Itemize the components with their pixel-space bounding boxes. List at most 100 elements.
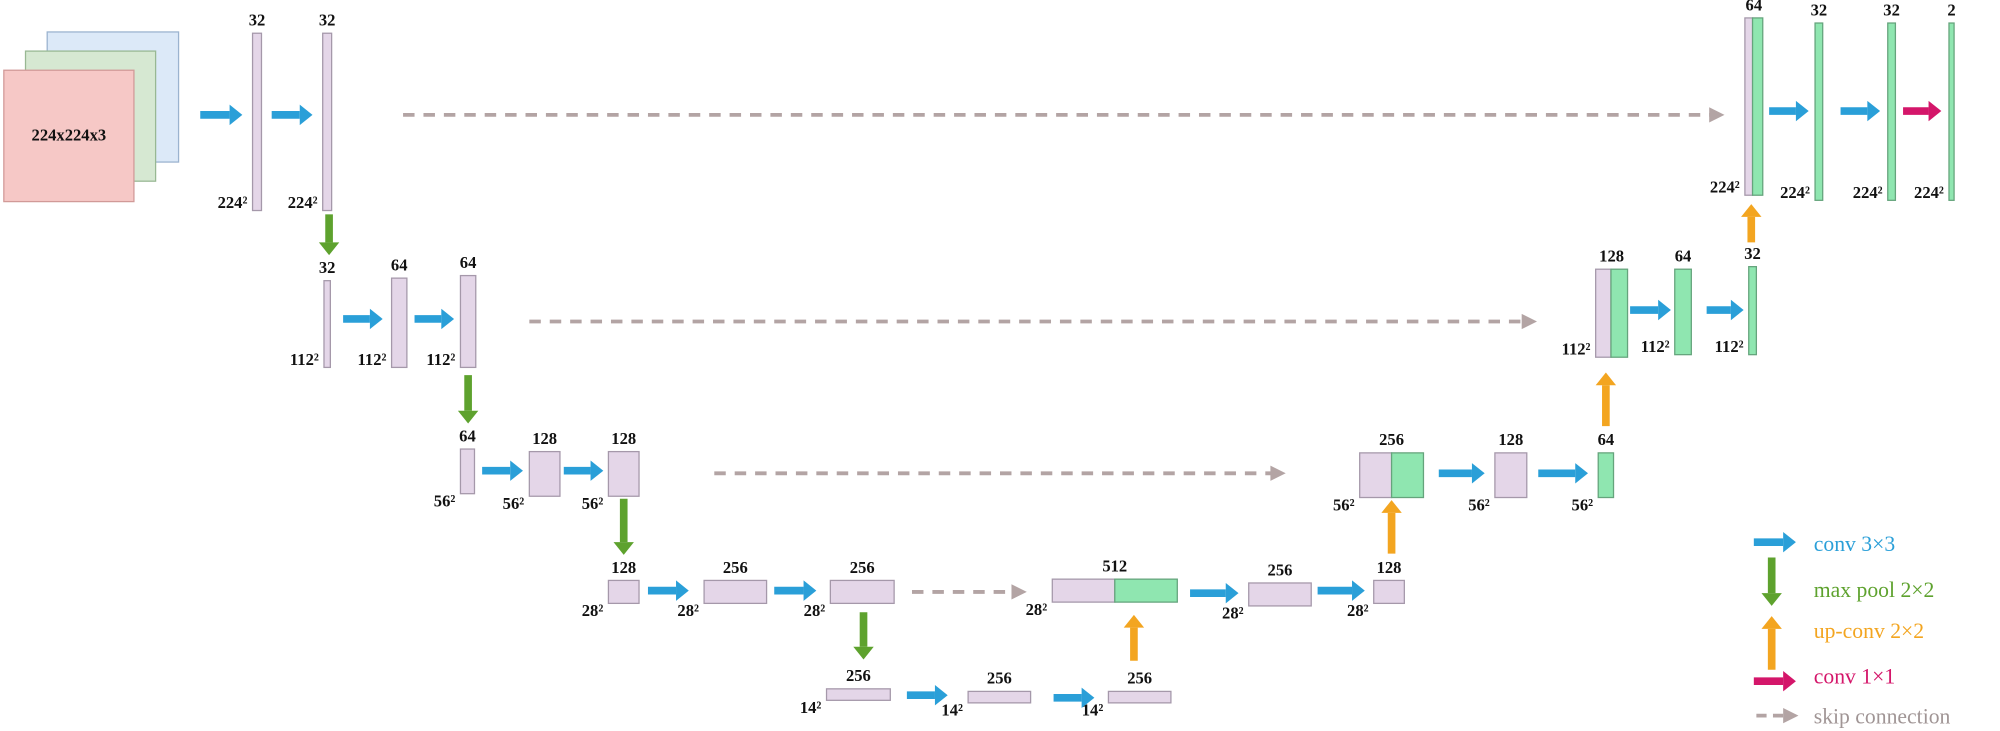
arrow-head	[457, 410, 479, 424]
size-label: 28²	[1026, 600, 1048, 619]
channel-label: 64	[1746, 0, 1763, 14]
arrow-head	[1761, 616, 1782, 629]
arrow-head	[1575, 463, 1589, 484]
feature-map	[607, 450, 640, 497]
feature-map	[1359, 452, 1393, 499]
size-label: 224²	[1853, 183, 1883, 202]
arrow-head	[1123, 614, 1145, 628]
feature-map	[1948, 22, 1955, 201]
channel-label: 256	[1127, 669, 1152, 688]
legend-label: conv 1×1	[1814, 665, 1895, 689]
channel-label: 256	[1268, 560, 1293, 579]
channel-label: 128	[1498, 430, 1523, 449]
feature-map	[829, 579, 895, 605]
arrow-head	[369, 308, 383, 330]
size-label: 28²	[1347, 601, 1369, 620]
size-label: 224²	[288, 193, 318, 212]
arrow-head	[1381, 500, 1402, 513]
arrow-head	[1741, 204, 1762, 217]
feature-map	[1674, 268, 1692, 356]
channel-label: 256	[987, 669, 1012, 688]
channel-label: 32	[319, 258, 336, 277]
feature-map	[703, 579, 768, 605]
feature-map	[1494, 452, 1528, 499]
arrow-head	[441, 308, 455, 330]
size-label: 112²	[426, 350, 455, 369]
channel-label: 32	[319, 11, 336, 30]
size-label: 56²	[1468, 495, 1490, 514]
arrow-head	[1709, 107, 1725, 123]
size-label: 14²	[1082, 701, 1104, 720]
arrow-head	[1081, 687, 1095, 708]
arrow-head	[676, 580, 689, 601]
size-label: 28²	[804, 601, 826, 620]
size-label: 112²	[290, 350, 319, 369]
feature-map	[1610, 268, 1629, 358]
feature-map	[1595, 268, 1612, 358]
channel-label: 32	[249, 11, 266, 30]
arrow-head	[229, 104, 243, 126]
arrow-head	[1471, 463, 1485, 484]
arrow-head	[803, 580, 817, 601]
channel-label: 128	[611, 558, 636, 577]
size-label: 224²	[1780, 183, 1810, 202]
arrow-head	[1795, 100, 1809, 122]
input-channel	[3, 69, 135, 203]
arrow-head	[1225, 582, 1239, 604]
input-label: 224x224x3	[32, 125, 107, 144]
channel-label: 64	[460, 253, 477, 272]
size-label: 112²	[1562, 340, 1591, 359]
arrow-head	[1928, 100, 1942, 122]
channel-label: 256	[1379, 430, 1404, 449]
feature-map	[1051, 578, 1116, 603]
feature-map	[1744, 17, 1754, 196]
arrow-head	[1595, 372, 1617, 386]
feature-map	[1107, 690, 1172, 704]
size-label: 224²	[218, 193, 248, 212]
arrow-head	[1352, 580, 1365, 601]
feature-map	[459, 448, 476, 495]
channel-label: 256	[850, 558, 875, 577]
feature-map	[323, 280, 331, 369]
arrow-head	[299, 104, 313, 126]
arrow-head	[1011, 584, 1027, 600]
size-label: 56²	[1333, 495, 1355, 514]
arrow-head	[1270, 465, 1286, 481]
size-label: 56²	[434, 491, 456, 510]
arrow-head	[1761, 593, 1782, 606]
feature-map	[967, 690, 1032, 704]
channel-label: 64	[459, 426, 476, 445]
channel-label: 512	[1102, 556, 1127, 575]
channel-label: 32	[1883, 0, 1900, 19]
arrow-head	[590, 460, 604, 481]
size-label: 224²	[1914, 183, 1944, 202]
arrow-head	[853, 646, 874, 660]
channel-label: 256	[846, 666, 871, 685]
arrow-head	[1783, 670, 1796, 692]
feature-map	[251, 32, 263, 212]
channel-label: 128	[611, 429, 636, 448]
size-label: 224²	[1710, 178, 1740, 197]
feature-map	[1248, 582, 1312, 607]
arrow-head	[318, 242, 340, 256]
arrow-head	[613, 542, 634, 555]
feature-map	[825, 688, 891, 701]
feature-map	[1887, 22, 1897, 201]
feature-map	[528, 450, 561, 497]
feature-map	[1751, 17, 1764, 196]
size-label: 28²	[677, 601, 699, 620]
size-label: 112²	[358, 350, 387, 369]
arrow-head	[1658, 299, 1671, 321]
arrow-head	[510, 460, 523, 481]
feature-map	[1814, 22, 1824, 201]
arrow-head	[934, 685, 948, 706]
channel-label: 128	[532, 429, 557, 448]
size-label: 28²	[582, 601, 604, 620]
arrow-head	[1730, 299, 1744, 321]
channel-label: 128	[1377, 558, 1402, 577]
channel-label: 32	[1744, 244, 1761, 263]
arrow-head	[1783, 531, 1796, 553]
arrow-head	[1783, 707, 1799, 724]
feature-map	[1114, 578, 1178, 603]
